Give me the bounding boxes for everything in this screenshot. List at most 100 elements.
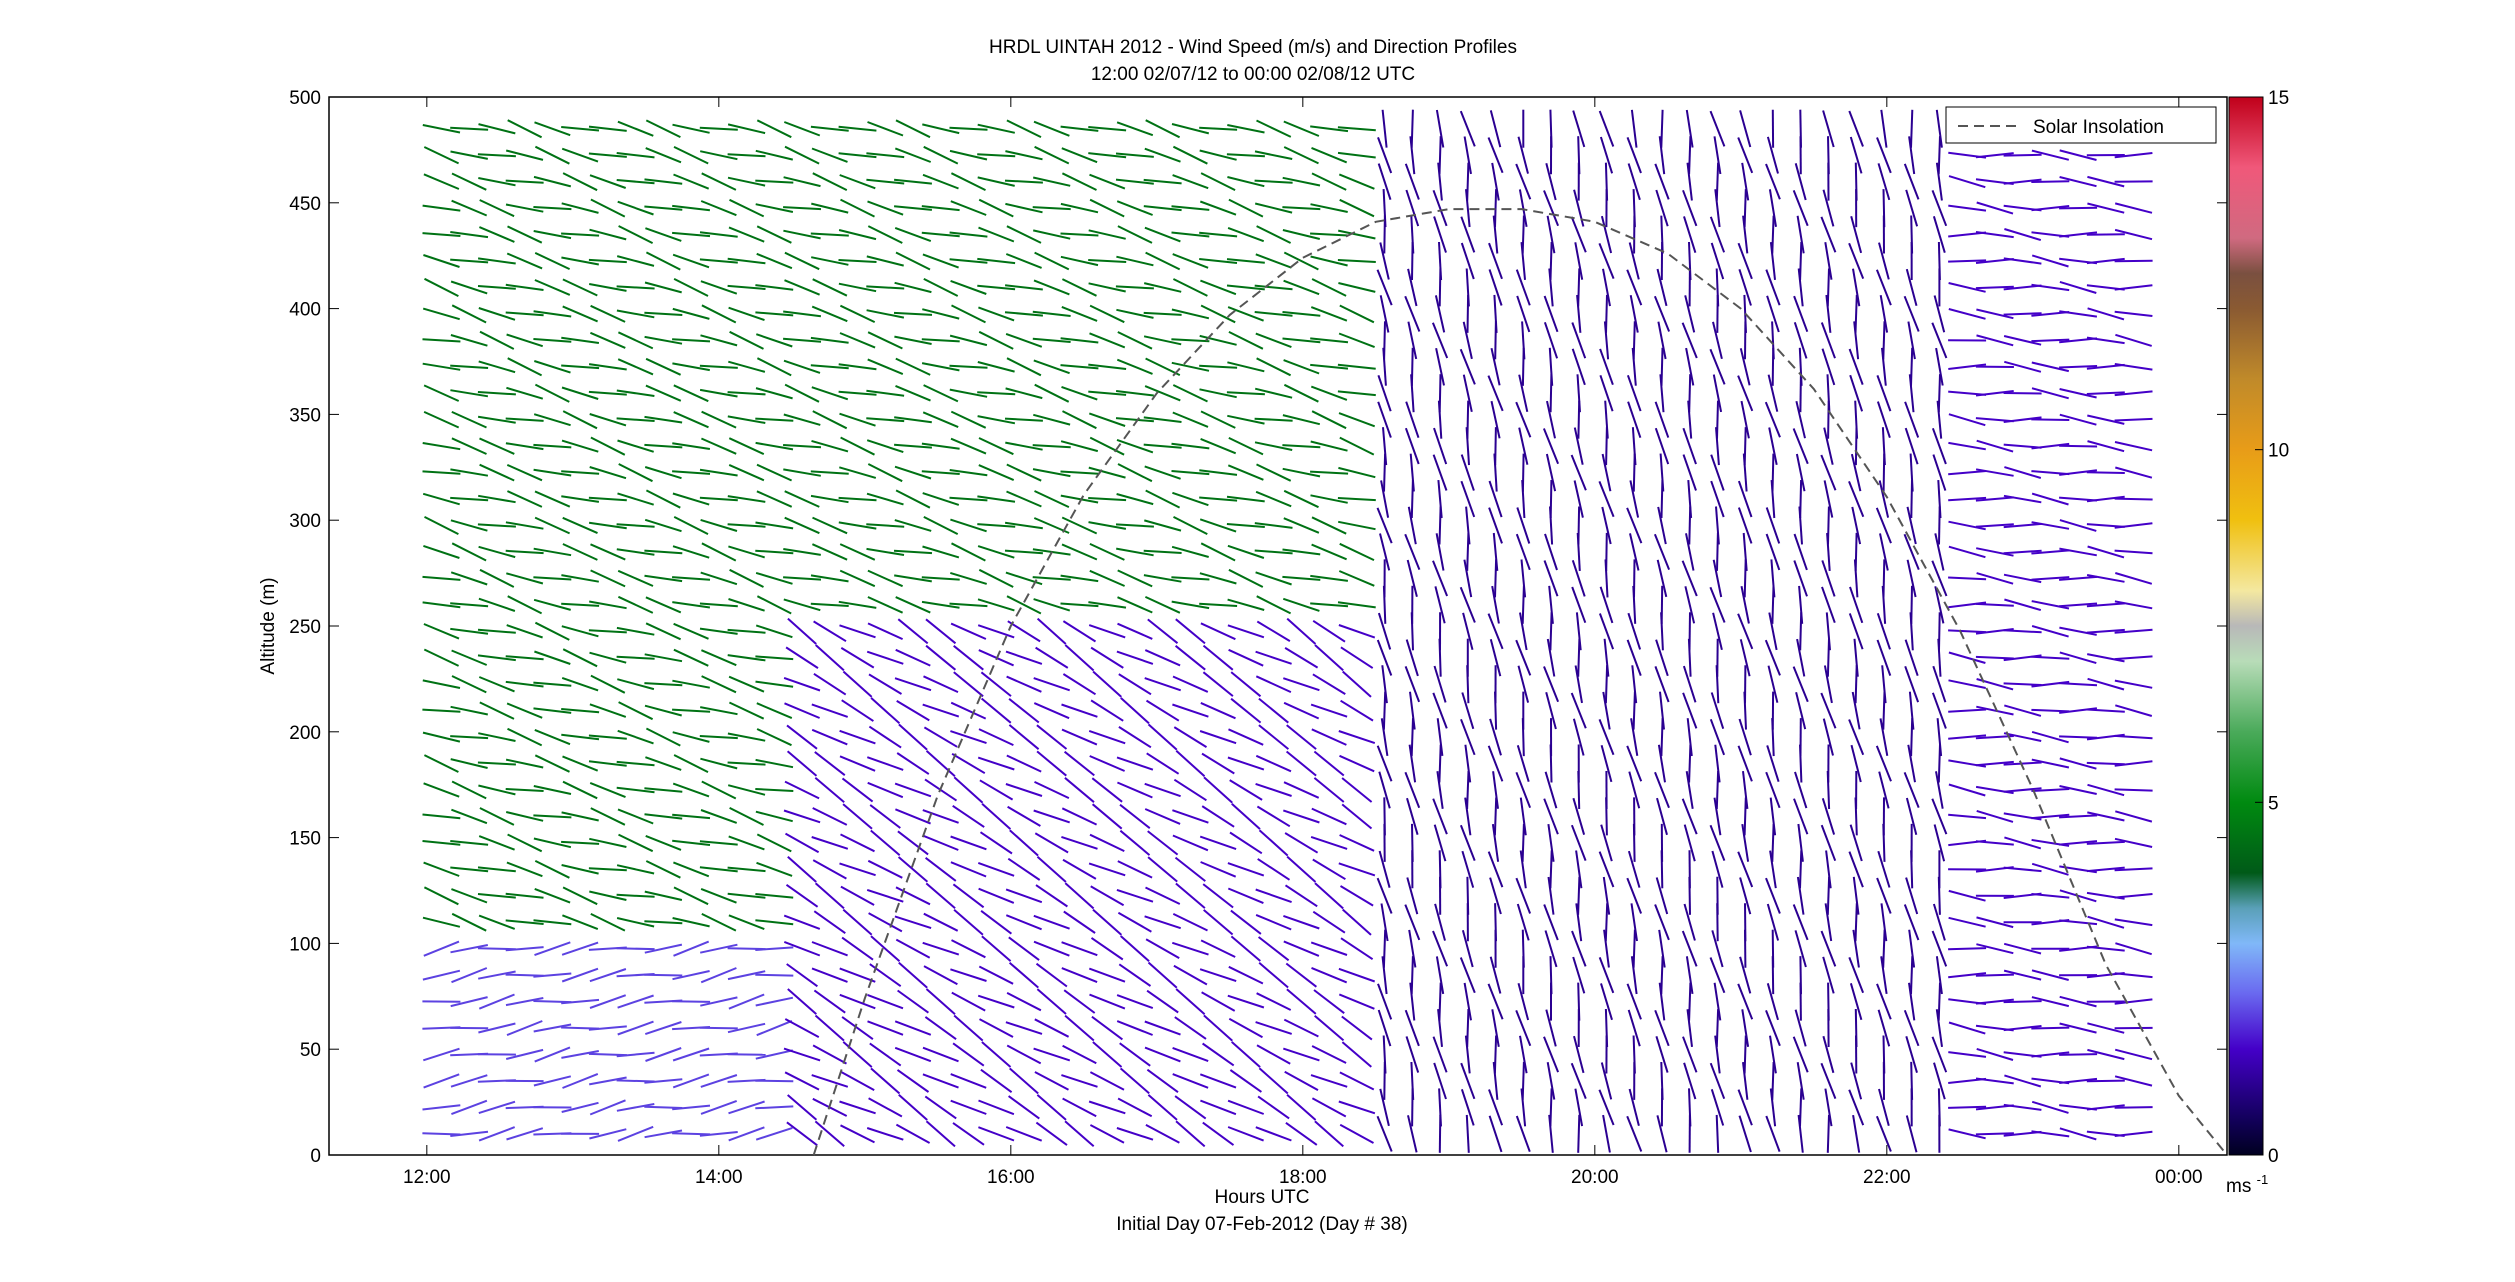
wind-barb (1338, 173, 1375, 190)
wind-barb (1688, 1088, 1692, 1127)
wind-barb (2031, 600, 2070, 610)
wind-barb (1821, 348, 1836, 386)
wind-barb (479, 701, 515, 720)
wind-barb (1338, 282, 1376, 293)
wind-barb (1116, 756, 1154, 771)
wind-barb (672, 123, 710, 134)
wind-barb (1905, 1036, 1918, 1073)
wind-barb (977, 624, 1015, 639)
wind-barb (2003, 312, 2042, 316)
wind-barb (533, 547, 572, 557)
wind-barb (1200, 437, 1237, 455)
wind-barb (785, 832, 820, 854)
wind-barb (1799, 1088, 1803, 1127)
wind-barb (1311, 1045, 1347, 1064)
wind-barb (1202, 1121, 1235, 1146)
wind-barb (2114, 760, 2153, 767)
wind-barb (1656, 797, 1668, 836)
wind-barb (478, 1100, 516, 1115)
wind-barb (1337, 259, 1376, 263)
wind-barb (1545, 1009, 1557, 1047)
wind-barb (618, 463, 653, 483)
wind-barb (1682, 427, 1697, 465)
wind-barb (842, 670, 873, 698)
wind-barb (1798, 347, 1803, 386)
wind-barb (1199, 572, 1237, 585)
wind-barb (2086, 1079, 2125, 1083)
wind-barb (1600, 1062, 1613, 1100)
wind-barb (977, 861, 1015, 877)
wind-barb (1089, 569, 1126, 587)
wind-barb (1820, 454, 1837, 491)
wind-barb (1908, 691, 1915, 730)
wind-barb (589, 703, 627, 718)
wind-barb (450, 496, 489, 502)
wind-barb (1875, 269, 1892, 306)
wind-barb (2059, 785, 2097, 795)
wind-barb (1436, 718, 1444, 757)
wind-barb (1382, 189, 1387, 228)
wind-barb (1036, 988, 1067, 1015)
wind-barb (1492, 532, 1499, 571)
wind-barb (1739, 110, 1752, 148)
wind-barb (2086, 1104, 2125, 1111)
wind-barb (1434, 586, 1446, 624)
wind-barb (672, 601, 711, 609)
wind-barb (423, 648, 460, 667)
wind-barb (644, 549, 683, 555)
wind-barb (866, 888, 904, 903)
wind-barb (1627, 850, 1641, 888)
wind-barb (727, 761, 766, 766)
wind-barb (842, 803, 873, 830)
wind-barb (866, 255, 904, 267)
wind-barb (1572, 718, 1585, 756)
wind-barb (1948, 679, 1986, 689)
wind-barb (701, 304, 737, 324)
wind-barb (1546, 1062, 1556, 1100)
wind-barb (1285, 962, 1318, 988)
wind-barb (838, 282, 877, 293)
wind-barb (755, 441, 794, 451)
wind-barb (2003, 573, 2042, 584)
wind-barb (1120, 935, 1150, 963)
x-tick-label: 00:00 (2155, 1167, 2203, 1188)
wind-barb (1462, 612, 1474, 650)
wind-barb (1282, 337, 1321, 344)
wind-barb (1682, 665, 1697, 703)
wind-barb (840, 1124, 875, 1144)
wind-barb (1543, 1036, 1560, 1073)
wind-barb (1823, 665, 1833, 704)
colorbar-unit-exponent: -1 (2257, 1172, 2269, 1187)
wind-barb (1882, 1035, 1886, 1074)
wind-barb (1543, 321, 1559, 359)
wind-barb (1494, 427, 1497, 466)
wind-barb (1771, 215, 1775, 254)
wind-barb (1382, 1035, 1387, 1074)
wind-barb (1438, 1088, 1442, 1127)
wind-barb (701, 542, 737, 562)
wind-barb (783, 576, 822, 581)
wind-barb (894, 281, 932, 294)
wind-barb (1460, 1088, 1475, 1126)
wind-barb (866, 523, 905, 528)
wind-barb (1626, 983, 1642, 1020)
wind-barb (1935, 771, 1944, 809)
wind-barb (1935, 347, 1944, 386)
wind-barb (2087, 811, 2125, 822)
wind-barb (921, 338, 960, 343)
wind-barb (1627, 401, 1642, 439)
wind-barb (923, 675, 959, 694)
wind-barb (1904, 665, 1920, 703)
wind-barb (1437, 480, 1443, 519)
wind-barb (1659, 691, 1665, 730)
wind-barb (505, 442, 544, 451)
wind-barb (1227, 306, 1264, 322)
wind-barb (588, 152, 627, 158)
wind-barb (2059, 365, 2098, 369)
wind-barb (755, 973, 794, 977)
wind-barb (2031, 1051, 2070, 1058)
wind-barb (921, 362, 960, 372)
wind-barb (812, 278, 848, 297)
wind-barb (2031, 418, 2070, 421)
wind-barb (2031, 788, 2070, 792)
